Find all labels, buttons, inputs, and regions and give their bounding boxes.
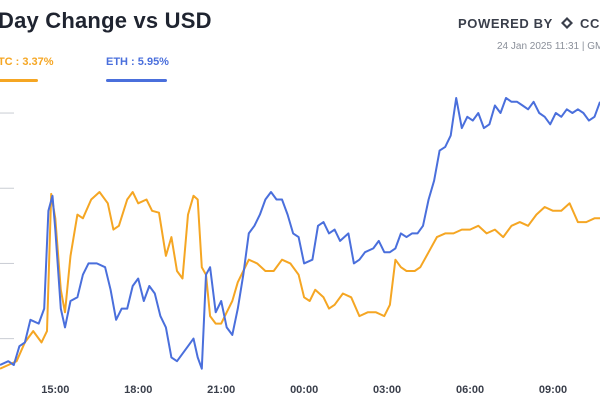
legend-item-btc[interactable]: BTC : 3.37% — [0, 56, 54, 68]
x-tick-label: 00:00 — [290, 384, 318, 396]
legend-swatch-eth — [106, 79, 167, 82]
legend-swatch-btc — [0, 79, 38, 82]
x-tick-label: 15:00 — [41, 384, 69, 396]
x-tick-label: 21:00 — [207, 384, 235, 396]
chart-title: Day Change vs USD — [0, 8, 212, 33]
brand-name: CCDat — [580, 16, 600, 31]
legend-item-eth[interactable]: ETH : 5.95% — [106, 56, 169, 68]
x-tick-label: 09:00 — [539, 384, 567, 396]
ccdata-logo-icon — [560, 17, 573, 29]
x-tick-label: 03:00 — [373, 384, 401, 396]
brand-prefix: POWERED BY — [458, 16, 553, 31]
x-tick-label: 18:00 — [124, 384, 152, 396]
series-line-eth — [0, 97, 600, 370]
timestamp: 24 Jan 2025 11:31 | GMT — [497, 41, 600, 52]
x-tick-label: 06:00 — [456, 384, 484, 396]
brand-attribution[interactable]: POWERED BY CCDat — [458, 16, 600, 31]
series-line-btc — [0, 191, 600, 370]
